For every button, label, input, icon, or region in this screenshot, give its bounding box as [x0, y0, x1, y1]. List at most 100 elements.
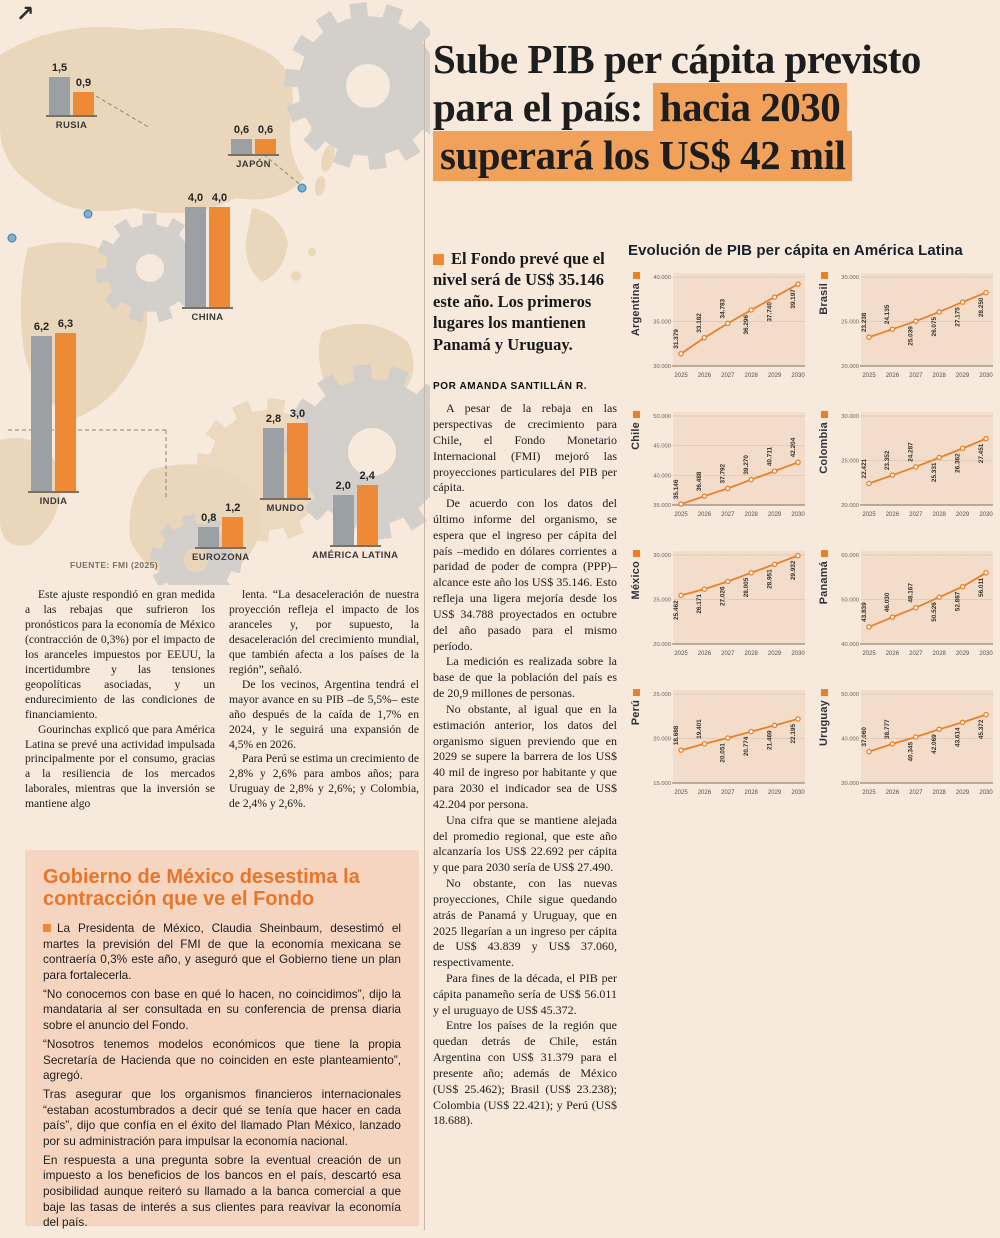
headline: Sube PIB per cápita previsto para el paí…: [433, 36, 995, 181]
bullet-square-icon: [632, 272, 640, 279]
svg-text:2025: 2025: [862, 512, 876, 518]
svg-text:2029: 2029: [956, 512, 970, 518]
bullet-square-icon: [433, 254, 444, 265]
svg-text:2028: 2028: [745, 651, 759, 657]
bar-value: 0,8: [201, 512, 217, 524]
svg-text:39.197: 39.197: [790, 289, 797, 309]
article-paragraph: De los vecinos, Argentina tendrá el mayo…: [229, 677, 419, 751]
svg-text:2026: 2026: [886, 790, 900, 796]
svg-text:26.362: 26.362: [954, 453, 961, 473]
bar-value: 2,8: [265, 413, 282, 425]
column-divider: [424, 40, 425, 1230]
article-paragraph: lenta. “La desaceleración de nuestra pro…: [229, 588, 419, 676]
svg-text:2026: 2026: [886, 373, 900, 379]
svg-text:52.887: 52.887: [954, 591, 961, 611]
svg-text:2025: 2025: [862, 790, 876, 796]
bullet-square-icon: [820, 272, 828, 279]
gray-bar: [49, 77, 70, 115]
svg-text:2028: 2028: [745, 512, 759, 518]
svg-text:20.774: 20.774: [743, 736, 750, 756]
bullet-square-icon: [632, 689, 640, 696]
article-paragraph: No obstante, con las nuevas proyecciones…: [433, 876, 617, 970]
svg-text:2025: 2025: [674, 373, 688, 379]
svg-text:31.379: 31.379: [673, 329, 680, 349]
bar-chart-label: AMÉRICA LATINA: [312, 550, 399, 561]
svg-text:2027: 2027: [721, 790, 735, 796]
svg-text:2030: 2030: [791, 790, 805, 796]
intro-summary: El Fondo prevé que el nivel será de US$ …: [433, 248, 617, 355]
article-column-2: lenta. “La desaceleración de nuestra pro…: [229, 588, 419, 812]
headline-plain: Sube PIB per cápita previsto para el paí…: [433, 36, 921, 130]
line-chart-brasil: Brasil 30.000 25.000 20.000 2025 2026 2027 2028…: [816, 270, 994, 392]
svg-text:2027: 2027: [721, 373, 735, 379]
svg-text:2026: 2026: [886, 651, 900, 657]
map-bar-chart-ame-rica-latina: 2,0 2,4 AMÉRICA LATINA: [312, 470, 398, 561]
svg-text:37.792: 37.792: [720, 463, 727, 483]
svg-text:25.000: 25.000: [653, 692, 671, 698]
svg-text:20.000: 20.000: [653, 642, 671, 648]
country-name: Chile: [630, 422, 642, 450]
svg-text:40.000: 40.000: [841, 642, 859, 648]
svg-text:35.000: 35.000: [653, 320, 671, 326]
svg-text:30.000: 30.000: [841, 414, 859, 420]
svg-text:23.352: 23.352: [884, 450, 891, 470]
map-bar-chart-japo-n: 0,6 0,6 JAPÓN: [228, 124, 279, 170]
svg-text:2029: 2029: [768, 651, 782, 657]
line-chart-argentina: Argentina 40.000 35.000 30.000 2025 2026 2027 2…: [628, 270, 806, 392]
main-article-column: El Fondo prevé que el nivel será de US$ …: [433, 248, 617, 1129]
svg-text:50.000: 50.000: [841, 692, 859, 698]
svg-text:2026: 2026: [698, 651, 712, 657]
svg-text:35.000: 35.000: [653, 503, 671, 509]
svg-text:40.000: 40.000: [841, 737, 859, 743]
svg-text:40.000: 40.000: [653, 473, 671, 479]
world-map-illustration: [0, 2, 430, 585]
mexico-box: Gobierno de México desestima la contracc…: [25, 850, 419, 1229]
svg-text:2027: 2027: [909, 373, 923, 379]
country-name: México: [630, 561, 642, 600]
country-rail: Argentina: [628, 270, 644, 336]
bar-chart-label: CHINA: [191, 312, 224, 323]
map-bar-chart-mundo: 2,8 3,0 MUNDO: [260, 408, 311, 514]
svg-text:40.345: 40.345: [908, 742, 915, 762]
orange-bar: [209, 207, 230, 307]
bar-chart-label: EUROZONA: [192, 552, 250, 563]
svg-text:33.182: 33.182: [696, 313, 703, 333]
line-chart-panama: Panamá 60.000 50.000 40.000 2025 2026 2027 2028…: [816, 548, 994, 670]
svg-text:46.030: 46.030: [884, 592, 891, 612]
svg-text:25.039: 25.039: [908, 326, 915, 346]
svg-text:30.000: 30.000: [653, 553, 671, 559]
bar-value: 4,0: [187, 192, 204, 204]
bar-chart-label: RUSIA: [55, 119, 88, 131]
svg-text:28.250: 28.250: [978, 297, 985, 317]
svg-text:22.421: 22.421: [861, 458, 868, 478]
svg-text:2028: 2028: [933, 373, 947, 379]
svg-text:25.000: 25.000: [841, 459, 859, 465]
svg-text:45.372: 45.372: [978, 719, 985, 739]
svg-text:50.000: 50.000: [841, 598, 859, 604]
bullet-square-icon: [632, 550, 640, 557]
country-rail: Chile: [628, 409, 644, 450]
mexico-box-paragraph: Tras asegurar que los organismos financi…: [43, 1086, 401, 1148]
article-paragraph: A pesar de la rebaja en las perspectivas…: [433, 401, 617, 495]
mexico-box-paragraph: “Nosotros tenemos modelos económicos que…: [43, 1036, 401, 1083]
bar-value: 2,0: [335, 480, 351, 492]
svg-text:2026: 2026: [698, 790, 712, 796]
svg-text:30.000: 30.000: [841, 275, 859, 281]
bar-value: 0,9: [75, 77, 92, 89]
bullet-square-icon: [820, 411, 828, 418]
svg-text:2029: 2029: [768, 373, 782, 379]
article-paragraph: Para Perú se estima un crecimiento de 2,…: [229, 752, 419, 811]
orange-bar: [73, 92, 94, 115]
bullet-square-icon: [820, 689, 828, 696]
svg-text:20.000: 20.000: [841, 364, 859, 370]
svg-text:27.026: 27.026: [720, 586, 727, 606]
svg-text:2029: 2029: [768, 790, 782, 796]
country-name: Perú: [630, 700, 642, 726]
mexico-box-paragraph: La Presidenta de México, Claudia Sheinba…: [43, 921, 401, 983]
svg-text:28.005: 28.005: [743, 577, 750, 597]
svg-text:2027: 2027: [909, 790, 923, 796]
map-source: FUENTE: FMI (2025): [70, 560, 158, 570]
